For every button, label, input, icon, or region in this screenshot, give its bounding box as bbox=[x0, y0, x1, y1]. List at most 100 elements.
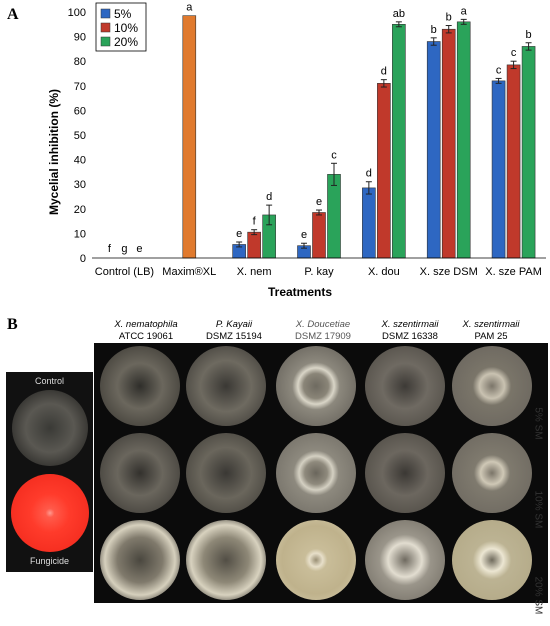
strain-accession: ATCC 19061 bbox=[118, 331, 174, 342]
legend-label: 20% bbox=[114, 35, 138, 49]
significance-letter: b bbox=[526, 29, 532, 41]
x-tick-label: P. kay bbox=[304, 266, 334, 278]
strain-header-3: X. Doucetiae DSMZ 17909 bbox=[275, 319, 371, 343]
bar bbox=[491, 80, 506, 259]
dish-xnem-10 bbox=[100, 433, 180, 513]
panel-b-label: B bbox=[7, 316, 18, 333]
dish-xszepam-10 bbox=[452, 433, 532, 513]
strain-species: X. szentirmaii bbox=[381, 319, 439, 330]
significance-letter: e bbox=[301, 229, 307, 241]
strain-accession: DSMZ 16338 bbox=[382, 331, 438, 342]
strain-species: P. Kayaii bbox=[215, 319, 253, 330]
y-tick-label: 100 bbox=[68, 7, 86, 19]
legend-label: 5% bbox=[114, 7, 132, 21]
dish-xszepam-20 bbox=[452, 520, 532, 600]
strain-header-4: X. szentirmaii DSMZ 16338 bbox=[362, 319, 458, 343]
significance-letter: e bbox=[316, 196, 322, 208]
bar bbox=[506, 64, 521, 259]
strain-accession: DSMZ 17909 bbox=[295, 331, 351, 342]
bar bbox=[392, 23, 406, 259]
y-tick-label: 0 bbox=[80, 253, 86, 265]
bar bbox=[377, 83, 391, 259]
strain-species: X. nematophila bbox=[114, 319, 178, 330]
bar bbox=[247, 231, 261, 259]
chart-legend: 5%10%20% bbox=[95, 2, 147, 52]
y-tick-label: 30 bbox=[74, 179, 86, 191]
row-label-10: 10% SM bbox=[532, 490, 544, 529]
y-tick-label: 90 bbox=[74, 32, 86, 44]
mycelial-inhibition-chart: Mycelial inhibition (%) Treatments 0 10 20… bbox=[47, 2, 546, 299]
bar bbox=[521, 46, 536, 259]
legend-swatch bbox=[100, 22, 111, 33]
fungicide-label: Fungicide bbox=[29, 556, 70, 566]
significance-letter: f bbox=[108, 243, 112, 255]
bar bbox=[362, 187, 376, 259]
treatment-dish-grid bbox=[94, 343, 548, 603]
dish-xnem-5 bbox=[100, 346, 180, 426]
dish-xszepam-5 bbox=[452, 346, 532, 426]
bar bbox=[426, 41, 441, 259]
panel-a-label: A bbox=[7, 6, 19, 23]
dish-xdou-20 bbox=[276, 520, 356, 600]
significance-letter: e bbox=[136, 243, 142, 255]
significance-letter: b bbox=[446, 12, 452, 24]
bar bbox=[456, 21, 471, 259]
y-tick-label: 70 bbox=[74, 81, 86, 93]
fungicide-dish bbox=[11, 474, 89, 552]
y-tick-label: 20 bbox=[74, 204, 86, 216]
y-axis-label: Mycelial inhibition (%) bbox=[47, 89, 61, 215]
y-tick-label: 10 bbox=[74, 228, 86, 240]
legend-swatch bbox=[100, 36, 111, 47]
significance-letter: c bbox=[511, 47, 517, 59]
strain-header-2: P. Kayaii DSMZ 15194 bbox=[186, 319, 282, 343]
strain-species: X. Doucetiae bbox=[295, 319, 351, 330]
strain-header-1: X. nematophila ATCC 19061 bbox=[98, 319, 194, 343]
significance-letter: f bbox=[253, 216, 257, 228]
legend-swatch bbox=[100, 8, 111, 19]
x-tick-label: X. dou bbox=[368, 266, 400, 278]
x-tick-label: Maxim®XL bbox=[162, 266, 216, 278]
control-dishes-box: Control Fungicide bbox=[6, 372, 93, 572]
significance-letter: ab bbox=[393, 8, 405, 20]
significance-letter: d bbox=[366, 168, 372, 180]
y-tick-label: 50 bbox=[74, 130, 86, 142]
significance-letter: e bbox=[236, 228, 242, 240]
dish-xszedsm-20 bbox=[365, 520, 445, 600]
strain-header-5: X. szentirmaii PAM 25 bbox=[443, 319, 539, 343]
dish-xszedsm-10 bbox=[365, 433, 445, 513]
dish-xnem-20 bbox=[100, 520, 180, 600]
significance-letter: d bbox=[266, 191, 272, 203]
control-label: Control bbox=[34, 376, 64, 386]
x-tick-label: X. sze PAM bbox=[485, 266, 542, 278]
x-tick-label: X. nem bbox=[237, 266, 272, 278]
y-tick-label: 80 bbox=[74, 56, 86, 68]
significance-letter: c bbox=[331, 149, 337, 161]
significance-letter: a bbox=[461, 5, 468, 17]
legend-label: 10% bbox=[114, 21, 138, 35]
significance-letter: d bbox=[381, 66, 387, 78]
significance-letter: a bbox=[186, 2, 193, 14]
dish-xdou-5 bbox=[276, 346, 356, 426]
dish-pkay-10 bbox=[186, 433, 266, 513]
dish-xszedsm-5 bbox=[365, 346, 445, 426]
row-label-5: 5% SM bbox=[532, 407, 544, 440]
control-dish bbox=[12, 390, 88, 466]
bar bbox=[441, 28, 456, 259]
strain-species: X. szentirmaii bbox=[462, 319, 520, 330]
bar bbox=[312, 212, 326, 259]
dish-xdou-10 bbox=[276, 433, 356, 513]
bar bbox=[327, 174, 341, 259]
dish-pkay-20 bbox=[186, 520, 266, 600]
significance-letter: c bbox=[496, 64, 502, 76]
bar bbox=[182, 15, 197, 259]
dish-pkay-5 bbox=[186, 346, 266, 426]
y-tick-label: 60 bbox=[74, 105, 86, 117]
strain-accession: DSMZ 15194 bbox=[206, 331, 262, 342]
strain-accession: PAM 25 bbox=[474, 331, 508, 342]
y-tick-label: 40 bbox=[74, 155, 86, 167]
petri-dish-panel: X. nematophila ATCC 19061 P. Kayaii DSMZ… bbox=[0, 316, 550, 614]
significance-letter: b bbox=[431, 24, 437, 36]
significance-letter: g bbox=[121, 243, 127, 255]
row-label-20: 20% SM bbox=[532, 576, 544, 615]
x-tick-label: Control (LB) bbox=[95, 266, 154, 278]
